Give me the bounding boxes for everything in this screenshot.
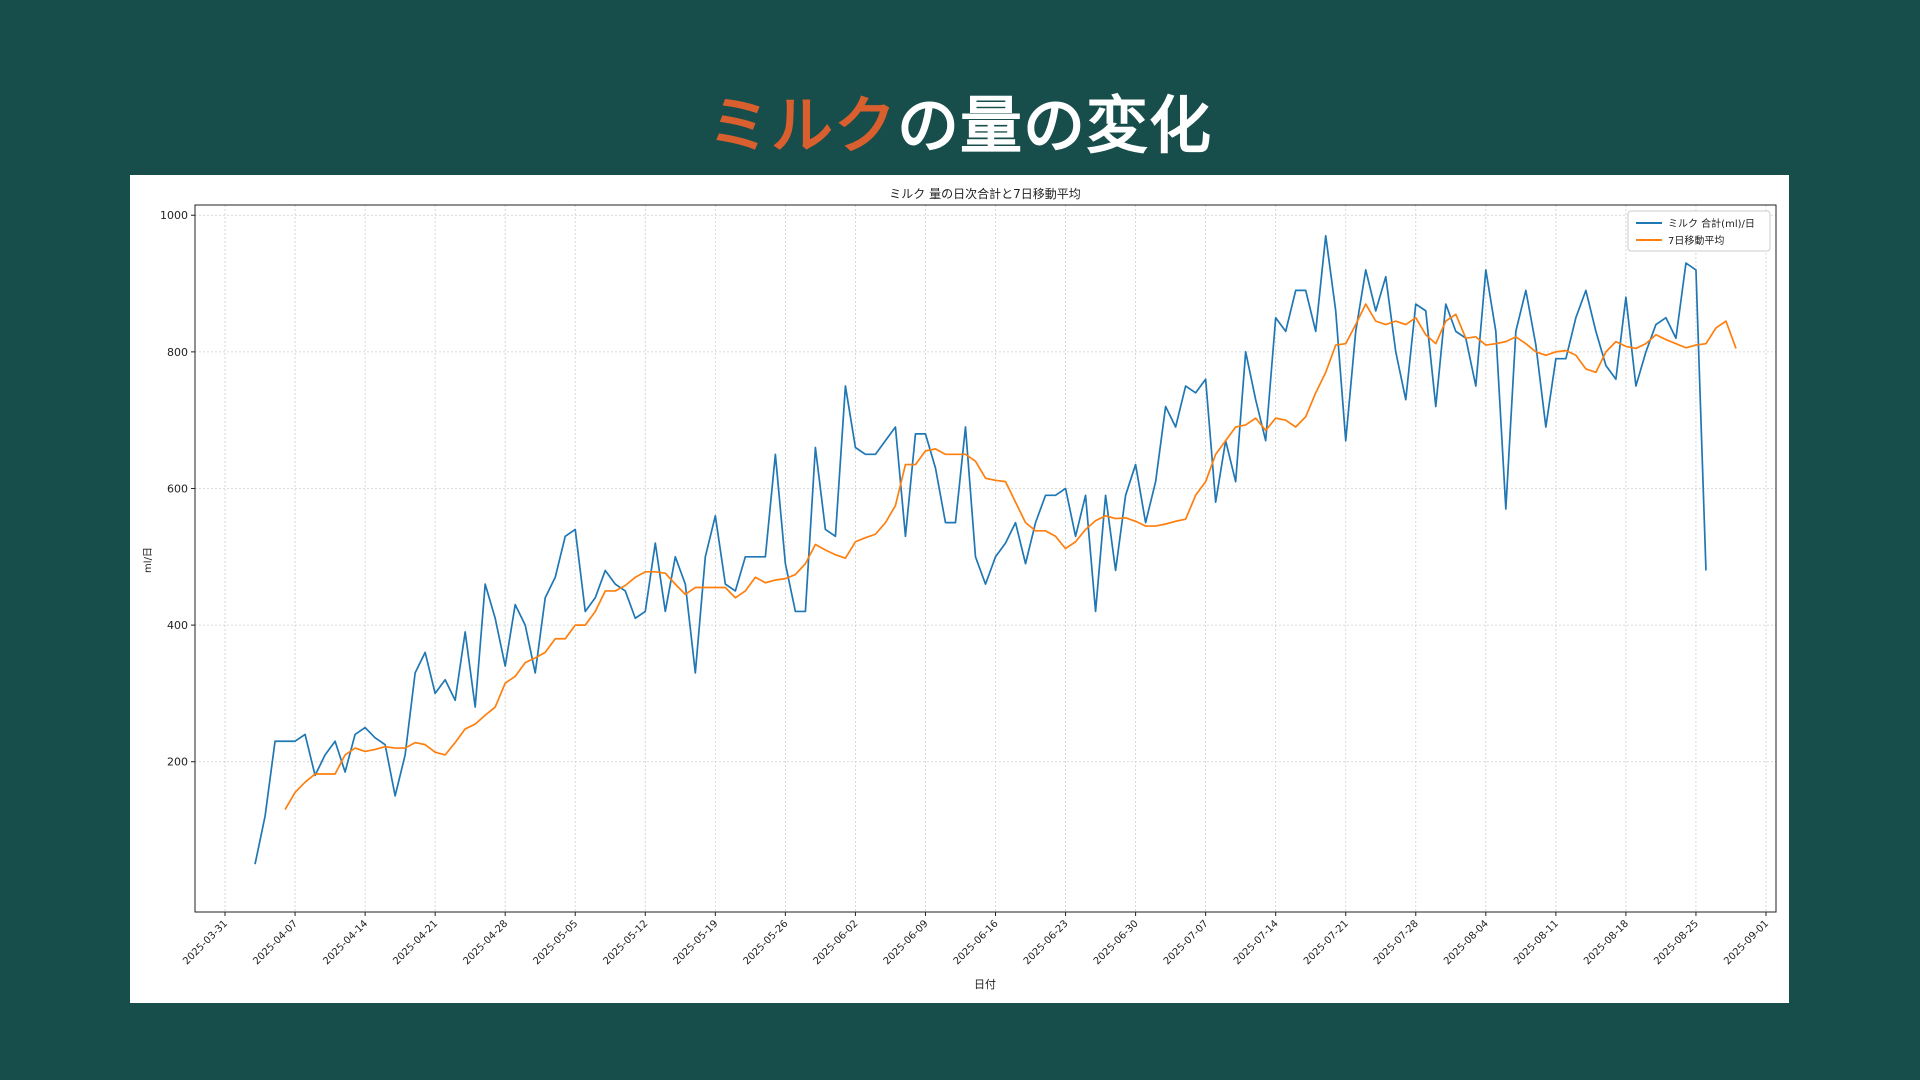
x-tick-label: 2025-04-28 [461, 918, 510, 967]
series-line-7day-average [284, 303, 1737, 810]
slide-title: ミルクの量の変化 [0, 88, 1920, 164]
x-tick-label: 2025-03-31 [181, 918, 230, 967]
x-tick-label: 2025-04-07 [251, 918, 300, 967]
x-tick-label: 2025-08-11 [1512, 918, 1561, 967]
x-tick-label: 2025-06-02 [812, 918, 861, 967]
plot-frame [194, 204, 1777, 913]
x-tick-label: 2025-09-01 [1722, 918, 1771, 967]
x-tick-label: 2025-08-25 [1652, 918, 1701, 967]
legend: ミルク 合計(ml)/日 7日移動平均 [1627, 210, 1771, 252]
x-tick-label: 2025-07-28 [1372, 918, 1421, 967]
x-tick-label: 2025-06-30 [1092, 918, 1141, 967]
x-tick-label: 2025-07-07 [1162, 918, 1211, 967]
y-axis-label: ml/日 [143, 547, 154, 573]
x-tick-label: 2025-07-21 [1302, 918, 1351, 967]
y-ticks: 200 400 600 800 1000 [160, 209, 195, 769]
series-layer [254, 234, 1737, 865]
x-tick-label: 2025-05-12 [602, 918, 651, 967]
legend-label-daily: ミルク 合計(ml)/日 [1668, 217, 1755, 230]
gridlines [195, 205, 1776, 912]
x-tick-label: 2025-04-21 [391, 918, 440, 967]
x-ticks: 2025-03-31 2025-04-07 2025-04-14 2025-04-21… [181, 912, 1771, 967]
y-tick-label: 400 [167, 619, 188, 632]
chart-card: 200 400 600 800 1000 2025-03-31 2025-04-07 202… [130, 175, 1789, 1003]
x-tick-label: 2025-06-16 [952, 918, 1001, 967]
x-tick-label: 2025-08-04 [1442, 918, 1491, 967]
x-tick-label: 2025-05-05 [531, 918, 580, 967]
x-tick-label: 2025-06-23 [1022, 918, 1071, 967]
y-tick-label: 1000 [160, 209, 188, 222]
x-tick-label: 2025-07-14 [1232, 918, 1281, 967]
y-tick-label: 800 [167, 346, 188, 359]
x-tick-label: 2025-04-14 [321, 918, 370, 967]
y-tick-label: 200 [167, 756, 188, 769]
slide-title-rest: の量の変化 [897, 89, 1213, 162]
x-tick-label: 2025-06-09 [882, 918, 931, 967]
y-tick-label: 600 [167, 482, 188, 495]
x-axis-label: 日付 [974, 978, 996, 991]
series-line-daily-total [254, 234, 1707, 865]
x-tick-label: 2025-05-26 [742, 918, 791, 967]
legend-box [1627, 210, 1771, 252]
chart-title: ミルク 量の日次合計と7日移動平均 [889, 186, 1080, 201]
x-tick-label: 2025-08-18 [1582, 918, 1631, 967]
x-tick-label: 2025-05-19 [672, 918, 721, 967]
slide-title-accent: ミルク [707, 89, 897, 162]
legend-label-ma: 7日移動平均 [1668, 234, 1724, 247]
